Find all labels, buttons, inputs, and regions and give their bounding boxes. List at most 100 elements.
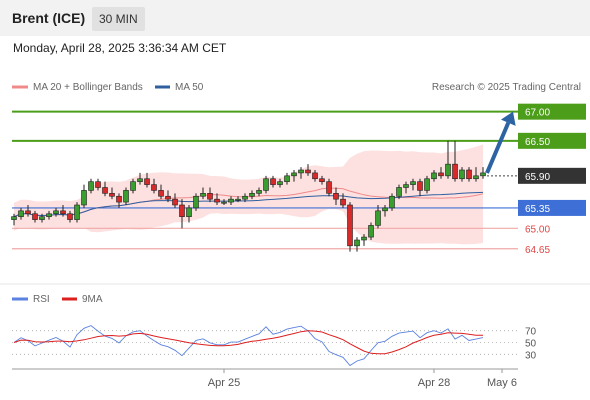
candle-body [81,190,87,206]
level-tag [518,103,586,120]
x-tick-label: May 6 [487,377,517,389]
candle-body [445,163,451,177]
level-label: 65.90 [525,172,550,183]
rsi-level-label: 30 [525,350,537,361]
candle-body [186,207,192,217]
candle-body [207,193,213,200]
candle-body [438,172,444,177]
candle-body [256,190,262,194]
candle-body [165,195,171,200]
candle-body [102,187,108,194]
candle-body [46,213,52,217]
candle-body [333,193,339,200]
candle-body [277,181,283,185]
candle-body [32,213,38,220]
candle-body [109,193,115,197]
rsi-level-label: 50 [525,339,537,350]
candle-body [354,239,360,247]
level-tags: 67.00 66.50 65.90 65.35 65.00 64.65 [518,103,586,256]
x-tick-label: Apr 28 [418,377,450,389]
interval-selector[interactable]: 30 MIN [92,7,145,31]
candle-body [39,216,45,220]
candle-body [249,193,255,197]
candle-body [319,178,325,182]
candle-body [340,198,346,206]
rsi-level-label: 70 [525,327,537,338]
candle-body [480,172,486,177]
candle-body [368,225,374,238]
rsi-line [13,325,484,367]
rsi-ma-line [13,330,483,355]
candle-body [305,169,311,174]
candle-body [263,178,269,191]
level-label: 66.50 [525,137,550,148]
candle-body [417,181,423,191]
candle-body [396,187,402,197]
level-tag [518,167,586,184]
header-bar: Brent (ICE) 30 MIN [0,0,590,36]
candle-body [410,181,416,185]
ma50-legend-label: MA 50 [175,82,204,93]
x-axis-labels: Apr 25 Apr 28 May 6 [208,369,517,389]
candle-body [67,213,73,220]
candle-body [172,198,178,206]
candle-body [74,204,80,220]
moving-average-layer [13,187,484,218]
candle-body [347,204,353,247]
level-label: 65.35 [525,204,550,215]
candle-body [235,198,241,201]
candle-body [137,178,143,182]
candle-body [361,236,367,241]
ma50-line [13,191,484,218]
candle-body [228,198,234,203]
level-label: 64.65 [525,245,550,256]
candle-body [452,163,458,180]
candle-body [221,201,227,204]
level-tag [518,132,586,149]
candle-body [403,184,409,188]
candle-body [242,195,248,200]
candle-body [459,169,465,180]
level-lines [12,110,518,250]
bollinger-band-layer [14,144,483,245]
candle-body [130,181,136,191]
candle-body [116,195,122,203]
candle-body [431,172,437,180]
level-label: 67.00 [525,108,550,119]
candle-body [424,178,430,191]
candle-body [312,172,318,180]
candles-layer [11,140,486,252]
candle-body [88,181,94,191]
ma20-legend-label: MA 20 + Bollinger Bands [33,82,143,93]
instrument-title: Brent (ICE) [12,10,86,26]
credit-label: Research © 2025 Trading Central [432,82,581,93]
candle-body [25,210,31,215]
candle-body [214,198,220,203]
candle-body [473,175,479,180]
candle-body [53,210,59,215]
datetime-label: Monday, April 28, 2025 3:36:34 AM CET [13,41,227,55]
level-tag [518,199,586,216]
candle-body [375,210,381,226]
candle-body [60,210,66,215]
candle-body [144,178,150,185]
candle-body [200,193,206,197]
candle-body [270,178,276,185]
candle-body [466,169,472,180]
rsi-ma-legend-label: 9MA [82,294,103,305]
arrow-head [500,111,516,126]
candle-body [95,181,101,188]
candle-body [193,195,199,209]
rsi-legend-label: RSI [33,294,50,305]
level-label: 65.00 [525,224,550,235]
candle-body [382,207,388,212]
candle-body [123,190,129,203]
arrow-shaft [485,121,511,174]
projection-arrow [485,111,516,174]
candle-body [158,190,164,197]
bollinger-band [14,144,483,245]
candle-body [179,204,185,217]
candle-body [284,175,290,182]
